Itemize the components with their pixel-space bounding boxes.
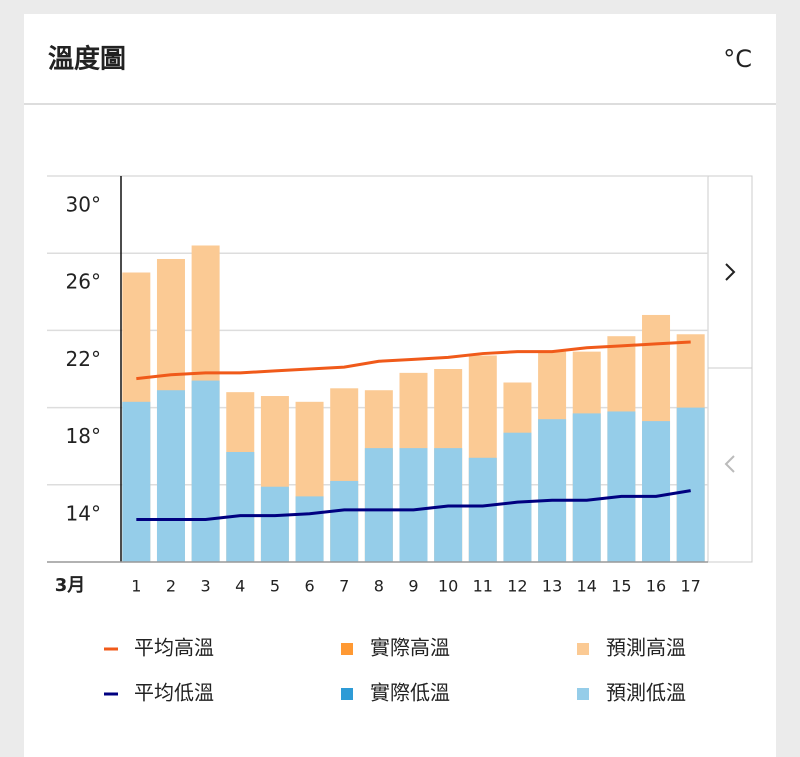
legend-label: 實際高溫	[370, 636, 450, 660]
x-tick-label: 2	[166, 577, 176, 596]
line	[136, 489, 691, 522]
x-tick-label: 14	[577, 577, 597, 596]
x-tick-label: 16	[646, 577, 666, 596]
legend-swatch	[341, 688, 353, 700]
x-tick-label: 3	[201, 577, 211, 596]
bar	[676, 407, 705, 562]
line	[136, 340, 691, 381]
bar	[607, 411, 636, 562]
bar	[191, 380, 220, 562]
chevron-left	[724, 455, 735, 473]
y-tick-label: 30°	[66, 193, 101, 217]
bar	[642, 421, 671, 562]
chevron-right	[725, 263, 736, 281]
x-tick-label: 8	[374, 577, 384, 596]
x-tick-label: 15	[611, 577, 631, 596]
bar	[503, 432, 532, 562]
legend-label: 平均高溫	[134, 636, 214, 660]
legend-label: 平均低溫	[134, 681, 214, 705]
y-tick-label: 26°	[66, 270, 101, 294]
legend-swatch	[577, 688, 589, 700]
legend-label: 預測高溫	[606, 636, 686, 660]
plot: 30°26°22°18°14°1 2 3 4 5 6 7 8 9 10 11 12 13 14 15 16 17	[47, 175, 708, 596]
x-tick-label: 4	[235, 577, 245, 596]
legend-swatch	[341, 643, 353, 655]
y-tick-label: 18°	[66, 424, 101, 448]
bar	[399, 448, 428, 562]
legend-label: 預測低溫	[606, 681, 686, 705]
chart-title: 溫度圖	[48, 44, 126, 75]
legend-label: 實際低溫	[370, 681, 450, 705]
x-tick-label: 6	[304, 577, 314, 596]
x-tick-label: 17	[680, 577, 700, 596]
scroll-next[interactable]	[707, 175, 753, 369]
bar	[295, 496, 324, 562]
unit: °C	[723, 45, 752, 73]
scroll-prev-button[interactable]	[707, 367, 753, 563]
bar	[260, 486, 289, 562]
bar	[226, 451, 255, 562]
y-tick-label: 22°	[66, 347, 101, 371]
bar	[156, 390, 185, 562]
x-tick-label: 5	[270, 577, 280, 596]
bar	[538, 419, 567, 562]
scroll-prev[interactable]	[707, 367, 753, 563]
x-tick-label: 9	[408, 577, 418, 596]
x-axis-label: 3月	[55, 575, 86, 596]
x-tick-label: 13	[542, 577, 562, 596]
x-tick-label: 12	[507, 577, 527, 596]
y-tick-label: 14°	[66, 501, 101, 525]
x-tick-label: 7	[339, 577, 349, 596]
scroll-next-button[interactable]	[707, 175, 753, 369]
bar	[364, 448, 393, 562]
legend-swatch	[577, 643, 589, 655]
x-tick-label: 1	[131, 577, 141, 596]
bar	[468, 457, 497, 562]
bar	[122, 401, 151, 562]
x-tick-label: 10	[438, 577, 458, 596]
bar	[572, 413, 601, 562]
bar	[330, 480, 359, 562]
x-tick-label: 11	[473, 577, 493, 596]
